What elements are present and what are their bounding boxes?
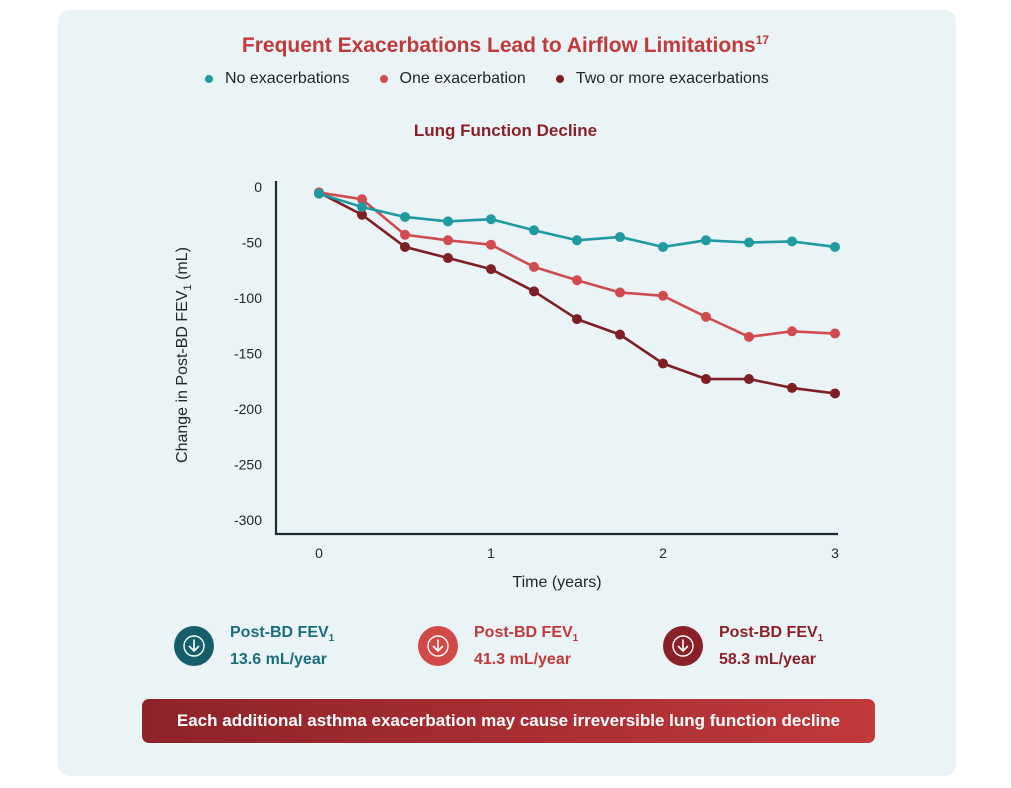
- data-point: [400, 241, 410, 252]
- stat-circle: [418, 626, 458, 667]
- data-point: [400, 229, 410, 240]
- legend: No exacerbations One exacerbation Two or…: [205, 70, 799, 88]
- stat-one-exacerbation: Post-BD FEV1 41.3 mL/year: [418, 622, 578, 670]
- data-point: [701, 374, 711, 385]
- stat-label: Post-BD FEV1 13.6 mL/year: [230, 624, 335, 669]
- chart-subtitle: Lung Function Decline: [413, 121, 598, 140]
- x-tick-label: 1: [487, 545, 495, 561]
- chart-title: Frequent Exacerbations Lead to Airflow L…: [241, 33, 770, 57]
- data-point: [486, 264, 496, 275]
- key-message-banner: Each additional asthma exacerbation may …: [142, 699, 875, 743]
- stat-value: 13.6 mL/year: [230, 651, 327, 669]
- series-line: [318, 191, 836, 395]
- y-tick-label: -50: [242, 235, 262, 251]
- stat-circle: [663, 626, 703, 667]
- data-point: [400, 211, 410, 222]
- stat-circle: [174, 626, 214, 667]
- data-point: [615, 231, 625, 242]
- legend-label: One exacerbation: [399, 70, 526, 87]
- stat-label: Post-BD FEV1 58.3 mL/year: [719, 624, 824, 669]
- data-point: [744, 331, 754, 342]
- x-tick-label: 0: [315, 545, 323, 561]
- x-tick-label: 2: [659, 545, 667, 561]
- stat-label: Post-BD FEV1 41.3 mL/year: [474, 624, 579, 669]
- data-point: [658, 290, 668, 301]
- stat-value: 41.3 mL/year: [474, 651, 571, 669]
- data-point: [357, 194, 367, 205]
- legend-item-none: No exacerbations: [205, 70, 350, 88]
- data-point: [615, 329, 625, 340]
- legend-item-one: One exacerbation: [379, 70, 526, 88]
- data-point: [744, 237, 754, 248]
- data-point: [572, 275, 582, 286]
- data-point: [443, 235, 453, 246]
- data-point: [529, 286, 539, 297]
- legend-label: No exacerbations: [225, 70, 350, 87]
- data-point: [787, 326, 797, 337]
- data-point: [357, 209, 367, 220]
- data-point: [787, 382, 797, 393]
- data-point: [744, 374, 754, 385]
- data-point: [443, 253, 453, 264]
- stat-value: 58.3 mL/year: [719, 651, 816, 669]
- y-tick-label: -150: [234, 346, 262, 362]
- legend-dot-icon: [379, 75, 388, 83]
- line-chart: 0 -50 -100 -150 -200 -250 -300 0 1 2 3 Time (years)…: [174, 179, 840, 591]
- x-axis-label: Time (years): [512, 574, 601, 591]
- legend-dot-icon: [205, 75, 213, 83]
- stat-two-or-more: Post-BD FEV1 58.3 mL/year: [663, 622, 823, 670]
- data-point: [486, 214, 496, 225]
- data-point: [830, 328, 840, 339]
- y-axis-label: Change in Post-BD FEV1 (mL): [174, 247, 194, 463]
- stat-no-exacerbations: Post-BD FEV1 13.6 mL/year: [174, 622, 334, 670]
- data-point: [443, 216, 453, 227]
- data-point: [529, 225, 539, 236]
- arrow-down-icon: [183, 635, 205, 657]
- data-point: [572, 235, 582, 246]
- data-point: [830, 388, 840, 399]
- y-tick-label: -200: [234, 401, 262, 417]
- y-tick-label: -250: [234, 457, 262, 473]
- x-tick-label: 3: [831, 545, 839, 561]
- legend-label: Two or more exacerbations: [575, 70, 769, 87]
- data-point: [830, 241, 840, 252]
- data-point: [658, 358, 668, 369]
- arrow-down-icon: [427, 635, 449, 657]
- data-point: [529, 261, 539, 272]
- data-point: [701, 235, 711, 246]
- data-point: [701, 311, 711, 322]
- y-tick-label: -100: [234, 290, 262, 306]
- data-point: [314, 188, 324, 199]
- data-point: [357, 201, 367, 212]
- data-point: [615, 287, 625, 298]
- data-point: [486, 239, 496, 250]
- legend-dot-icon: [555, 75, 564, 83]
- data-point: [787, 236, 797, 247]
- data-point: [572, 314, 582, 325]
- y-tick-label: -300: [234, 512, 262, 528]
- legend-item-two-plus: Two or more exacerbations: [555, 70, 769, 88]
- data-point: [658, 241, 668, 252]
- reference-superscript: 17: [755, 33, 770, 47]
- arrow-down-icon: [672, 635, 694, 657]
- y-tick-label: 0: [254, 179, 262, 195]
